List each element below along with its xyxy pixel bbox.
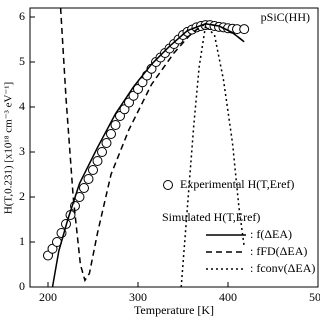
data-point [106,129,116,139]
legend-label: Experimental H(T,Eref) [180,177,294,191]
data-point [43,250,53,261]
data-point [239,24,250,35]
legend-label: : f(ΔEA) [250,227,292,241]
x-tick-label: 500 [309,290,320,304]
legend-marker [163,180,173,190]
x-tick-label: 200 [39,290,57,304]
y-tick-label: 4 [19,99,25,113]
legend-title: Simulated H(T,Eref) [162,210,260,224]
x-tick-label: 300 [129,290,147,304]
data-point [101,138,112,148]
series-line [180,24,245,287]
legend-label: : fFD(ΔEA) [250,244,307,258]
data-point [47,243,58,254]
x-axis-label: Temperature [K] [134,303,214,317]
series-line [59,8,245,283]
data-point [88,165,98,175]
data-point [83,174,94,184]
y-axis-label: H(T,0.231) [x10¹⁸ cm⁻³ eV⁻¹] [3,82,15,214]
data-point [79,183,89,193]
data-point [124,97,134,108]
y-tick-label: 3 [19,144,25,158]
data-point [92,156,103,166]
plot-frame [29,7,319,288]
data-point [97,147,107,157]
data-point [119,104,130,115]
legend-label: : fconv(ΔEA) [250,261,315,275]
data-point [128,90,139,101]
y-tick-label: 1 [19,234,25,248]
annotation: pSiC(HH) [261,10,310,24]
data-point [110,120,121,130]
y-tick-label: 0 [19,279,25,293]
x-tick-label: 400 [219,290,237,304]
series-line [51,23,245,287]
data-point [133,84,143,94]
y-tick-label: 5 [19,54,25,68]
y-tick-label: 6 [19,9,25,23]
y-tick-label: 2 [19,189,25,203]
data-point [115,111,125,121]
